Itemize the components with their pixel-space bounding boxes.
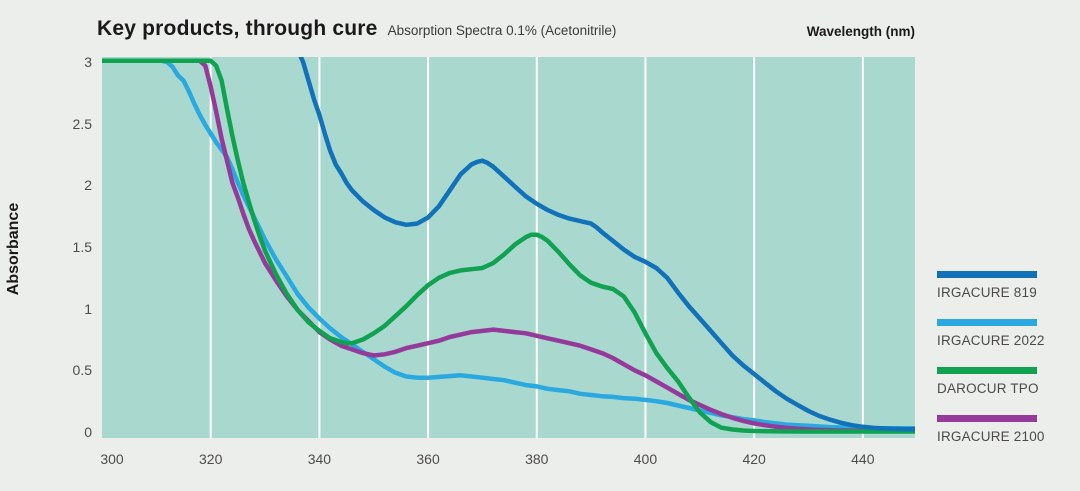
series-line-darocur-tpo bbox=[102, 58, 915, 434]
x-tick-380: 380 bbox=[525, 451, 549, 467]
plot-area bbox=[102, 57, 915, 438]
x-tick-320: 320 bbox=[199, 451, 223, 467]
y-axis-title: Absorbance bbox=[5, 202, 22, 296]
legend-item-irgacure-2022: IRGACURE 2022 bbox=[937, 319, 1072, 348]
legend-swatch-icon bbox=[937, 271, 1037, 278]
y-tick-1.5: 1.5 bbox=[72, 239, 92, 255]
legend-swatch-icon bbox=[937, 415, 1037, 422]
legend-item-irgacure-2100: IRGACURE 2100 bbox=[937, 415, 1072, 444]
y-tick-1: 1 bbox=[84, 300, 92, 317]
series-line-irgacure-2022 bbox=[102, 58, 915, 431]
legend-label: IRGACURE 2100 bbox=[937, 429, 1045, 444]
plot-svg bbox=[102, 57, 915, 438]
legend-swatch-icon bbox=[937, 319, 1037, 326]
x-tick-300: 300 bbox=[100, 451, 124, 467]
legend-item-irgacure-819: IRGACURE 819 bbox=[937, 271, 1072, 300]
legend-label: DAROCUR TPO bbox=[937, 381, 1039, 396]
series-line-irgacure-2100 bbox=[102, 58, 915, 434]
legend-label: IRGACURE 819 bbox=[937, 285, 1037, 300]
y-tick-0.5: 0.5 bbox=[72, 362, 92, 379]
y-tick-0: 0 bbox=[84, 424, 92, 440]
legend-item-darocur-tpo: DAROCUR TPO bbox=[937, 367, 1072, 396]
chart-title: Key products, through cure bbox=[97, 17, 378, 40]
x-tick-420: 420 bbox=[742, 451, 766, 467]
x-tick-400: 400 bbox=[633, 451, 658, 467]
x-tick-360: 360 bbox=[416, 451, 440, 467]
x-axis-title: Wavelength (nm) bbox=[806, 24, 915, 39]
y-tick-2: 2 bbox=[84, 177, 92, 194]
legend-label: IRGACURE 2022 bbox=[937, 333, 1045, 348]
chart-legend: IRGACURE 819 IRGACURE 2022 DAROCUR TPO IRGA… bbox=[937, 271, 1072, 463]
x-tick-340: 340 bbox=[307, 451, 332, 467]
y-tick-3: 3 bbox=[84, 54, 92, 70]
y-tick-2.5: 2.5 bbox=[72, 115, 92, 132]
legend-swatch-icon bbox=[937, 367, 1037, 374]
chart-subtitle: Absorption Spectra 0.1% (Acetonitrile) bbox=[387, 23, 617, 38]
series-line-irgacure-819 bbox=[298, 57, 915, 432]
x-tick-440: 440 bbox=[851, 451, 875, 467]
chart-header: Key products, through cure Absorption Sp… bbox=[97, 17, 616, 41]
